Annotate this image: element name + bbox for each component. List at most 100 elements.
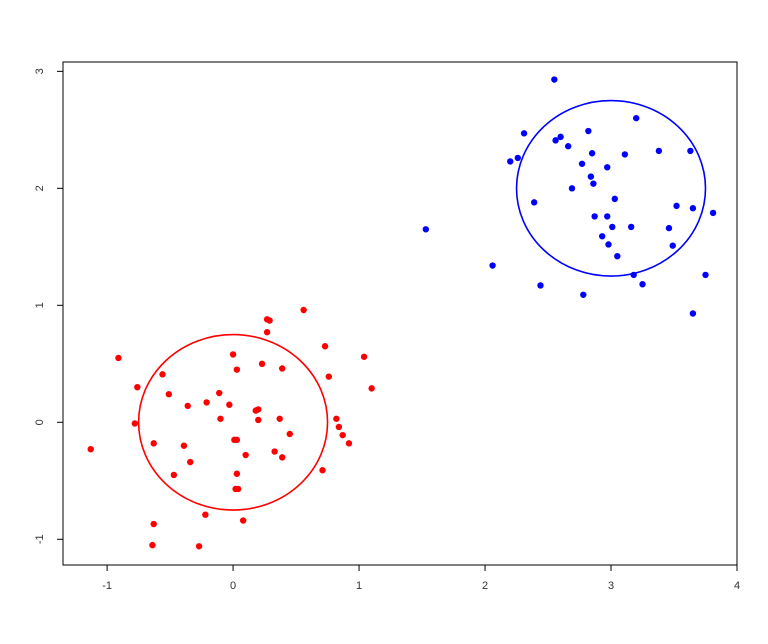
- data-point: [422, 226, 430, 233]
- data-point: [319, 467, 326, 474]
- x-tick-label: 4: [734, 580, 740, 592]
- data-point: [279, 365, 286, 372]
- data-point: [614, 252, 621, 260]
- data-point: [239, 517, 247, 524]
- data-point: [195, 543, 203, 550]
- data-point: [216, 389, 223, 397]
- data-point: [234, 485, 242, 493]
- data-point: [150, 440, 157, 447]
- data-point: [552, 137, 559, 144]
- data-point: [507, 158, 514, 165]
- data-point: [345, 440, 353, 447]
- data-point: [184, 402, 191, 410]
- cluster-circle: [515, 99, 707, 277]
- data-point: [689, 205, 697, 212]
- data-point: [590, 180, 597, 187]
- data-point: [335, 423, 343, 431]
- data-point: [229, 351, 237, 358]
- data-point: [530, 199, 538, 206]
- plot-frame: [62, 61, 738, 566]
- data-point: [630, 271, 637, 279]
- data-point: [134, 383, 141, 391]
- data-point: [551, 76, 558, 83]
- data-point: [87, 445, 94, 453]
- data-point: [159, 371, 166, 378]
- data-point: [115, 354, 122, 362]
- data-point: [604, 213, 611, 220]
- data-point: [609, 223, 616, 231]
- data-point: [665, 224, 673, 232]
- data-point: [258, 360, 266, 367]
- cluster-circles: [137, 99, 707, 511]
- data-point: [587, 173, 595, 180]
- data-point: [266, 317, 273, 324]
- data-point: [580, 291, 587, 298]
- data-point: [325, 373, 333, 380]
- data-point: [187, 458, 194, 466]
- data-point: [233, 470, 241, 477]
- data-point: [170, 471, 178, 479]
- data-point: [279, 454, 286, 461]
- data-point: [339, 431, 346, 439]
- y-tick-label: 3: [34, 68, 46, 74]
- data-point: [611, 195, 618, 203]
- data-point: [687, 147, 694, 155]
- data-point: [286, 430, 293, 438]
- data-points: [87, 76, 717, 550]
- data-point: [568, 185, 576, 192]
- data-point: [604, 164, 611, 171]
- data-point: [621, 151, 629, 158]
- data-point: [203, 399, 210, 406]
- data-point: [360, 353, 368, 360]
- data-point: [605, 241, 612, 248]
- data-point: [655, 147, 663, 155]
- x-tick-label: 1: [356, 580, 362, 592]
- x-tick-label: -1: [102, 580, 112, 592]
- data-point: [557, 133, 564, 141]
- data-point: [271, 448, 278, 455]
- data-point: [588, 150, 596, 157]
- data-point: [514, 154, 521, 162]
- data-point: [217, 415, 224, 422]
- data-point: [639, 281, 646, 288]
- data-point: [165, 391, 173, 398]
- data-point: [263, 329, 271, 336]
- x-tick-label: 0: [230, 580, 236, 592]
- data-point: [233, 366, 241, 373]
- data-point: [180, 442, 188, 449]
- data-point: [627, 223, 635, 231]
- data-point: [520, 130, 528, 137]
- data-point: [233, 436, 241, 444]
- data-point: [578, 160, 586, 167]
- data-point: [242, 451, 249, 459]
- data-point: [669, 242, 676, 249]
- y-tick-label: 1: [34, 302, 46, 308]
- y-tick-label: -1: [34, 534, 46, 544]
- data-point: [537, 282, 544, 289]
- y-tick-label: 0: [34, 419, 46, 425]
- data-point: [689, 310, 697, 317]
- x-tick-label: 2: [482, 580, 488, 592]
- data-point: [709, 209, 717, 217]
- data-point: [702, 271, 709, 279]
- data-point: [149, 541, 156, 549]
- data-point: [591, 213, 598, 220]
- data-point: [599, 233, 606, 240]
- data-point: [255, 416, 262, 424]
- y-axis: -1 0 1 2 3: [34, 68, 63, 544]
- data-point: [633, 114, 640, 122]
- data-point: [564, 143, 572, 150]
- data-point: [321, 343, 329, 350]
- data-point: [150, 520, 157, 528]
- data-point: [489, 262, 496, 269]
- data-point: [300, 306, 307, 314]
- data-point: [131, 420, 139, 427]
- data-point: [202, 511, 209, 518]
- y-tick-label: 2: [34, 185, 46, 191]
- x-axis: -1 0 1 2 3 4: [102, 565, 740, 592]
- cluster-circle: [137, 333, 329, 511]
- data-point: [226, 401, 233, 408]
- data-point: [368, 385, 375, 392]
- data-point: [255, 406, 262, 413]
